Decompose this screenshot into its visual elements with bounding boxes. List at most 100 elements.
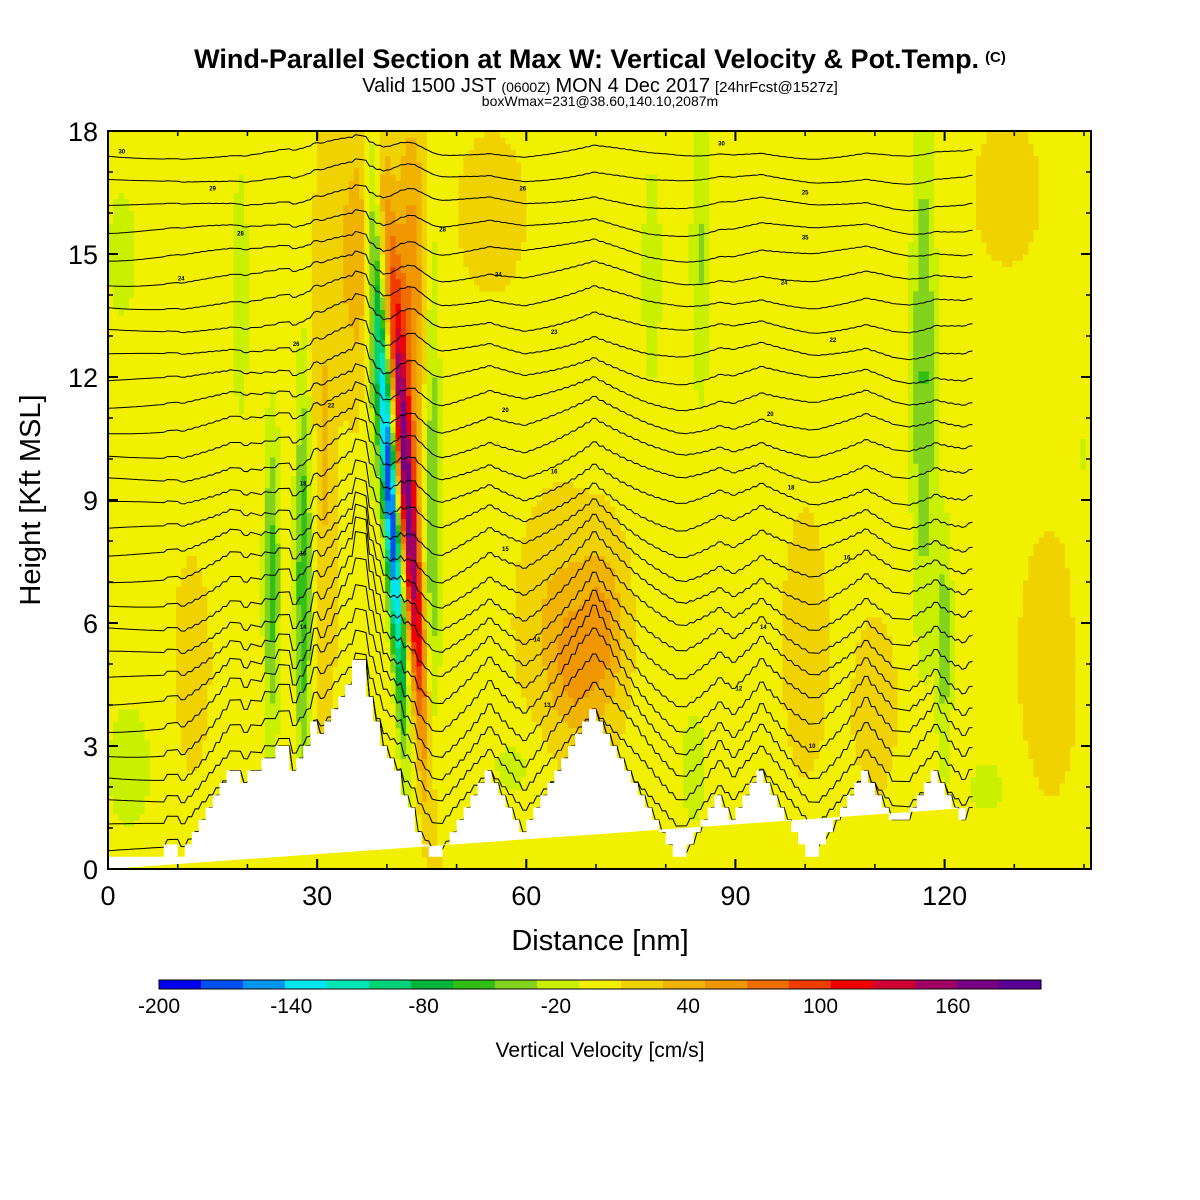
- w-cell: [128, 709, 135, 716]
- w-cell: [191, 432, 198, 440]
- w-cell: [175, 383, 182, 390]
- w-cell: [275, 444, 282, 452]
- w-cell: [280, 487, 287, 495]
- w-cell: [243, 678, 250, 686]
- w-cell: [254, 463, 261, 470]
- w-cell: [243, 672, 250, 679]
- w-cell: [301, 856, 308, 864]
- w-cell: [118, 370, 125, 378]
- w-cell: [233, 543, 240, 550]
- w-cell: [144, 567, 151, 575]
- w-cell: [223, 235, 229, 243]
- w-cell: [311, 217, 318, 224]
- w-cell: [306, 487, 313, 495]
- w-cell: [191, 444, 198, 452]
- w-cell: [306, 592, 313, 599]
- w-cell: [223, 223, 229, 230]
- w-cell: [113, 266, 120, 274]
- w-cell: [317, 364, 323, 372]
- w-cell: [108, 155, 114, 163]
- w-cell: [212, 377, 219, 384]
- w-cell: [207, 278, 214, 286]
- w-cell: [165, 801, 172, 809]
- w-cell: [280, 155, 287, 163]
- w-cell: [264, 475, 271, 483]
- w-cell: [249, 315, 256, 323]
- w-cell: [264, 186, 271, 194]
- w-cell: [207, 315, 214, 323]
- w-cell: [165, 813, 172, 821]
- w-cell: [139, 420, 146, 427]
- w-cell: [233, 377, 240, 384]
- w-cell: [118, 174, 125, 181]
- w-cell: [311, 862, 318, 869]
- w-cell: [264, 506, 271, 513]
- w-cell: [259, 401, 266, 409]
- w-cell: [238, 272, 245, 280]
- w-cell: [186, 481, 193, 489]
- w-cell: [175, 807, 182, 815]
- w-cell: [212, 401, 219, 409]
- w-cell: [123, 167, 130, 175]
- w-cell: [291, 210, 297, 218]
- w-cell: [212, 623, 219, 630]
- w-cell: [108, 561, 114, 569]
- w-cell: [223, 143, 229, 151]
- w-cell: [217, 641, 224, 649]
- w-cell: [285, 401, 292, 409]
- w-cell: [108, 838, 114, 845]
- w-cell: [175, 813, 182, 821]
- w-cell: [160, 469, 167, 476]
- w-cell: [191, 696, 198, 704]
- w-cell: [155, 364, 161, 372]
- w-cell: [191, 770, 198, 778]
- w-cell: [291, 167, 297, 175]
- w-cell: [128, 149, 135, 157]
- w-cell: [301, 432, 308, 440]
- w-cell: [155, 764, 161, 772]
- w-cell: [207, 536, 214, 544]
- w-cell: [160, 370, 167, 378]
- w-cell: [191, 678, 198, 686]
- w-cell: [275, 450, 282, 458]
- w-cell: [207, 444, 214, 452]
- w-cell: [128, 493, 135, 501]
- w-cell: [186, 604, 193, 612]
- w-cell: [149, 825, 156, 833]
- w-cell: [128, 346, 135, 353]
- w-cell: [275, 856, 282, 864]
- w-cell: [139, 764, 146, 772]
- w-cell: [139, 616, 146, 624]
- w-cell: [175, 684, 182, 692]
- w-cell: [291, 518, 297, 526]
- w-cell: [249, 709, 256, 716]
- w-cell: [149, 297, 156, 304]
- w-cell: [160, 389, 167, 397]
- w-cell: [270, 284, 276, 292]
- w-cell: [139, 309, 146, 317]
- w-cell: [243, 161, 250, 169]
- w-cell: [264, 266, 271, 274]
- w-cell: [139, 413, 146, 421]
- w-cell: [139, 481, 146, 489]
- w-cell: [155, 530, 161, 538]
- w-cell: [259, 315, 266, 323]
- w-cell: [170, 137, 177, 144]
- w-cell: [134, 690, 140, 698]
- w-cell: [233, 616, 240, 624]
- w-cell: [186, 143, 193, 151]
- w-cell: [212, 456, 219, 464]
- w-cell: [217, 235, 224, 243]
- w-cell: [191, 715, 198, 722]
- w-cell: [207, 352, 214, 360]
- w-cell: [186, 284, 193, 292]
- w-cell: [212, 407, 219, 415]
- w-cell: [128, 647, 135, 655]
- w-cell: [202, 739, 208, 747]
- w-cell: [113, 561, 120, 569]
- w-cell: [238, 481, 245, 489]
- w-cell: [113, 739, 120, 747]
- w-cell: [259, 340, 266, 347]
- w-cell: [149, 131, 156, 138]
